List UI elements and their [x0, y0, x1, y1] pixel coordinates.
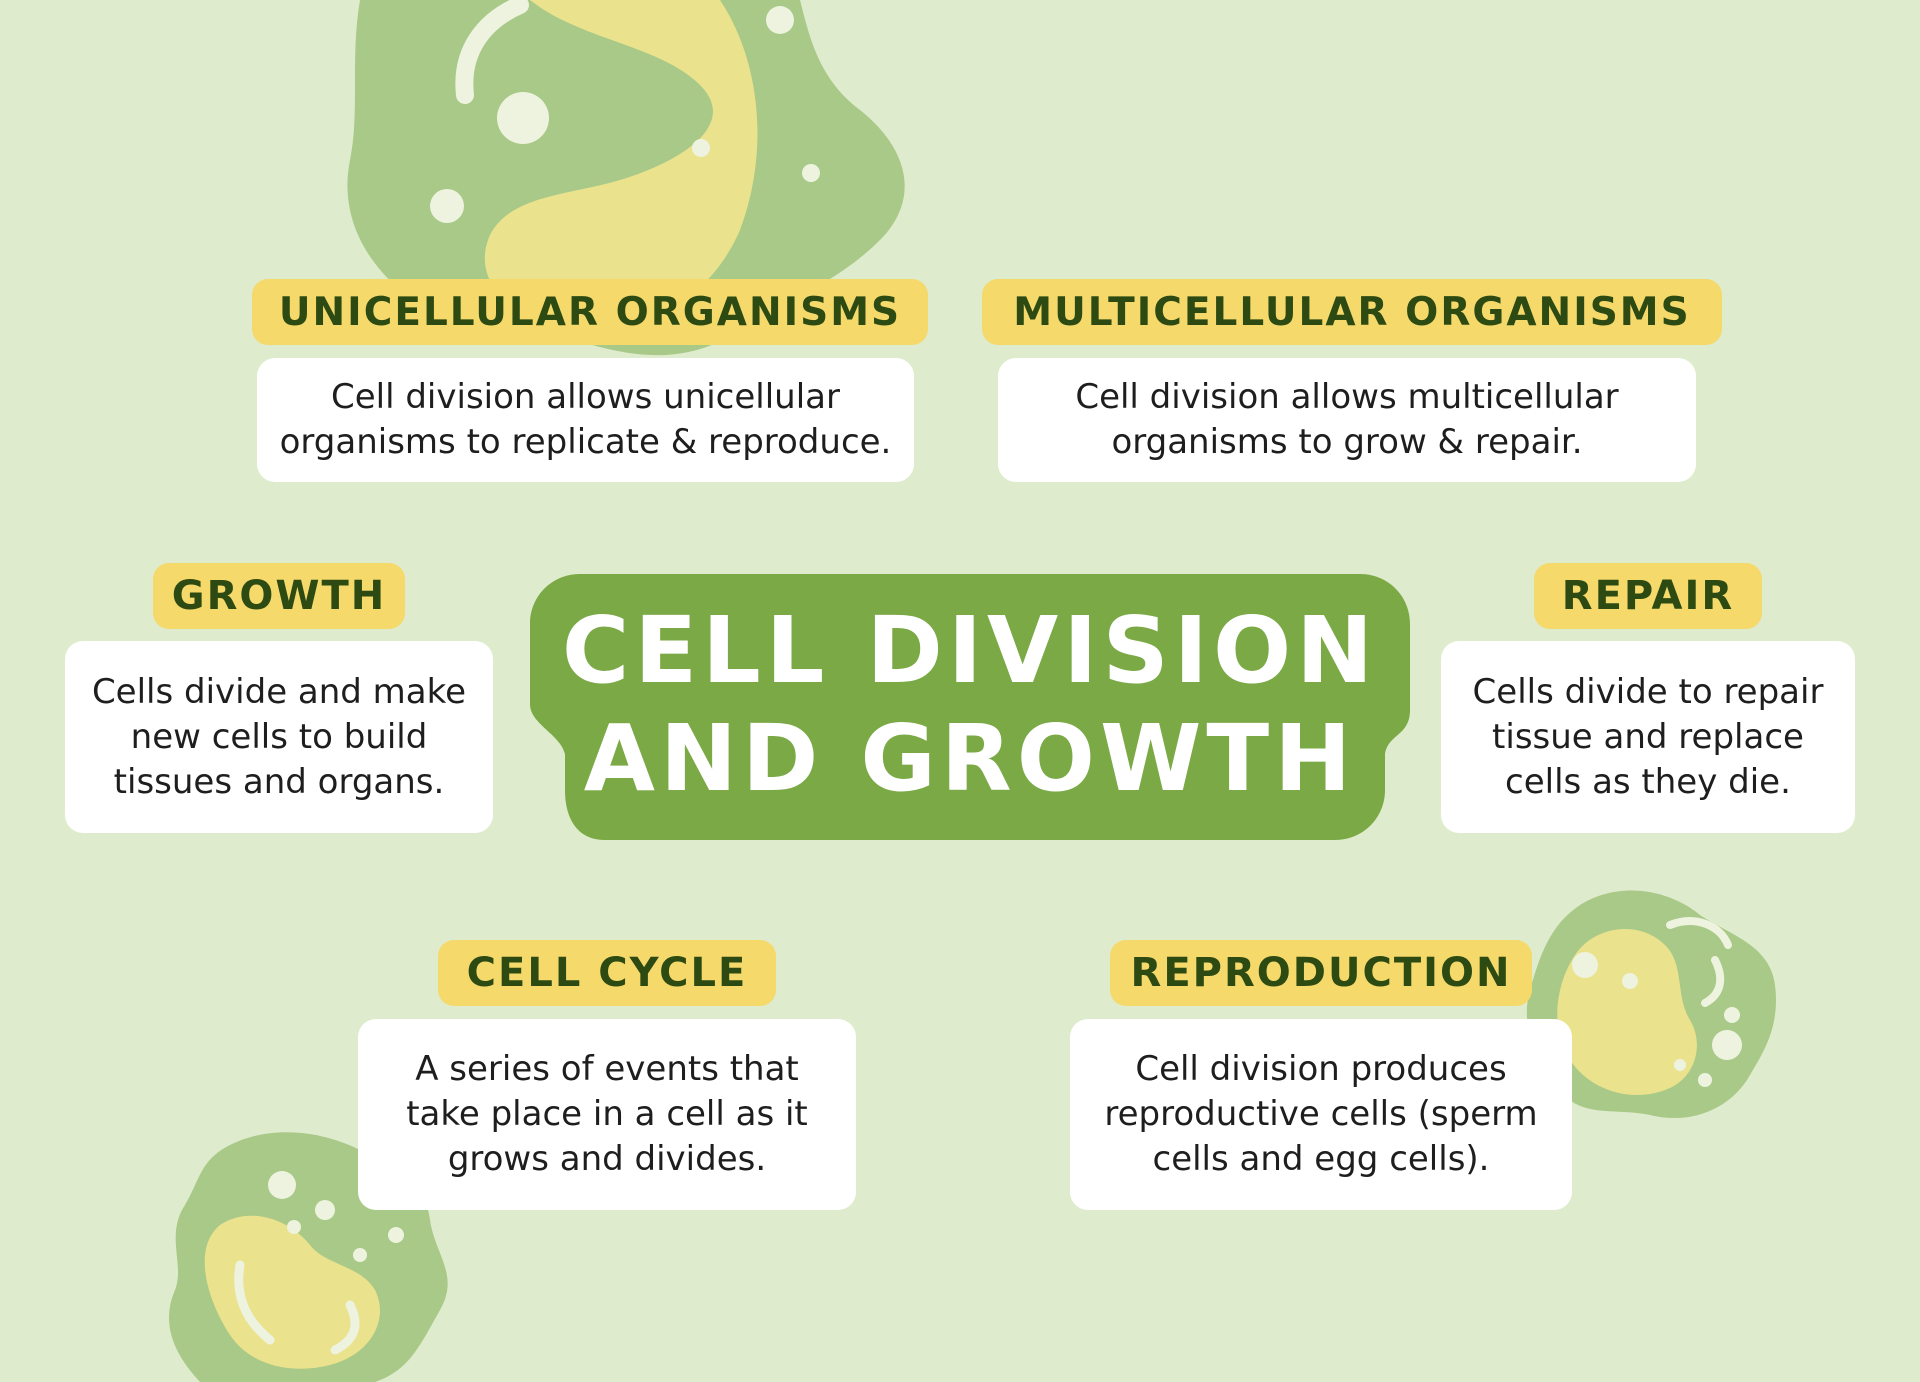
cell-cycle-card: A series of events that take place in a …: [358, 1019, 856, 1210]
page-title-line-2: AND GROWTH: [583, 705, 1357, 812]
title-box: [530, 574, 1410, 840]
cell-cycle-text-line-2: take place in a cell as it: [406, 1094, 808, 1134]
repair-label: REPAIR: [1534, 563, 1762, 629]
page-title-line-1: CELL DIVISION: [561, 597, 1379, 704]
cell-illustration-icon: [347, 0, 905, 356]
cell-cycle-text-line-1: A series of events that: [415, 1049, 799, 1089]
repair-text-line-3: cells as they die.: [1505, 761, 1791, 802]
multicellular-text-line-1: Cell division allows multicellular: [1075, 377, 1619, 417]
reproduction-label: REPRODUCTION: [1110, 940, 1532, 1006]
reproduction-text-line-2: reproductive cells (sperm: [1104, 1094, 1538, 1134]
multicellular-card: Cell division allows multicellular organ…: [998, 358, 1696, 482]
repair-text-line-2: tissue and replace: [1492, 716, 1804, 757]
reproduction-text-line-1: Cell division produces: [1135, 1049, 1507, 1089]
cell-cycle-text-line-3: grows and divides.: [447, 1139, 767, 1179]
unicellular-label: UNICELLULAR ORGANISMS: [252, 279, 928, 345]
cell-cycle-label: CELL CYCLE: [438, 940, 776, 1006]
cell-illustration-icon: [1526, 890, 1776, 1119]
repair-text-line-1: Cells divide to repair: [1472, 671, 1824, 712]
unicellular-text-line-2: organisms to replicate & reproduce.: [279, 422, 892, 462]
reproduction-card: Cell division produces reproductive cell…: [1070, 1019, 1572, 1210]
growth-text-line-3: tissues and organs.: [113, 761, 445, 802]
growth-text-line-1: Cells divide and make: [91, 671, 467, 712]
unicellular-text-line-1: Cell division allows unicellular: [330, 377, 840, 417]
reproduction-text-line-3: cells and egg cells).: [1152, 1139, 1490, 1179]
multicellular-label: MULTICELLULAR ORGANISMS: [982, 279, 1722, 345]
multicellular-text-line-2: organisms to grow & repair.: [1111, 422, 1583, 462]
unicellular-card: Cell division allows unicellular organis…: [257, 358, 914, 482]
growth-label: GROWTH: [153, 563, 405, 629]
page-title: CELL DIVISION AND GROWTH: [530, 590, 1410, 820]
growth-card: Cells divide and make new cells to build…: [65, 641, 493, 833]
repair-card: Cells divide to repair tissue and replac…: [1441, 641, 1855, 833]
growth-text-line-2: new cells to build: [130, 716, 428, 757]
